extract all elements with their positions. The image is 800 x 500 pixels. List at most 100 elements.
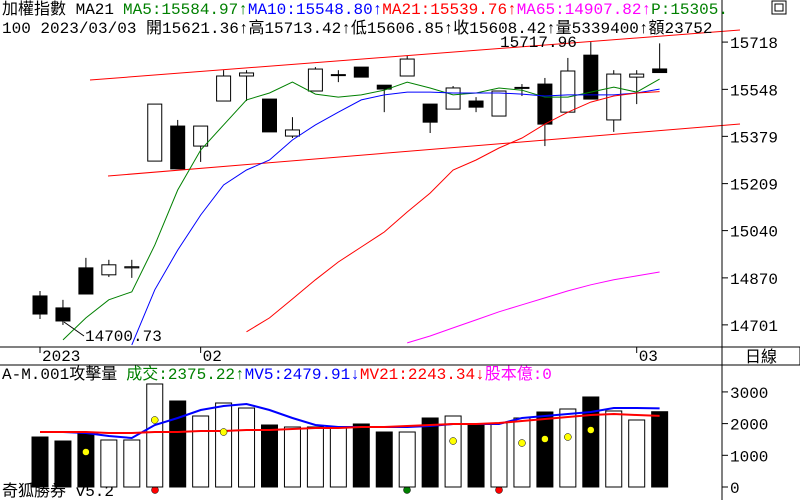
price-info: 100 2023/03/03 開15621.36↑高15713.42↑低1560… [2,19,713,38]
x-tick-label: 03 [639,348,658,366]
legend-entry: MA10:15548.80↑ [248,1,382,19]
y-tick-label: 2000 [730,417,768,435]
volume-bar [77,431,95,488]
header-extra: P:15305. [651,1,728,19]
candle-body [606,73,622,121]
ma-line [407,271,660,344]
volume-bar [444,415,462,488]
candle-body [307,68,323,92]
high-label: 15717.96 [500,34,577,52]
period-label[interactable]: 日線 [745,348,777,367]
candle-body [353,66,369,78]
volume-bar [215,402,233,488]
signal-dot [82,448,90,456]
volume-bar [238,407,256,488]
volume-bar [54,440,72,488]
y-tick-label: 3000 [730,385,768,403]
volume-bar [490,422,508,488]
header-title: 加權指數 MA21 [2,0,114,19]
window-button-icon [774,3,784,12]
candle-body [514,86,530,89]
volume-bar [146,383,164,488]
candle-body [78,267,94,295]
volume-bar [123,439,141,488]
x-tick-label: 02 [203,348,222,366]
ma-line [62,78,660,341]
volume-bar [329,426,347,488]
y-tick-label: 15548 [730,82,778,100]
x-tick-label: 2023 [42,348,80,366]
signal-dot [151,416,159,424]
y-tick-label: 15718 [730,35,778,53]
volume-value: 成交:2375.22↑ [126,365,244,384]
header-title: A-M.001攻擊量 [2,365,117,384]
candle-body [376,84,392,90]
legend-entry: MV5:2479.91↓ [245,366,360,384]
period-box[interactable] [721,346,800,366]
y-tick-label: 15379 [730,129,778,147]
volume-bar [398,431,416,488]
candle-body [32,295,48,315]
volume-header: A-M.001攻擊量 成交:2375.22↑MV5:2479.91↓MV21:22… [2,365,552,384]
signal-dot [541,435,549,443]
volume-bar [605,410,623,488]
legend-entry: MA5:15584.97↑ [123,1,248,19]
low-label: 14700.73 [85,328,162,346]
legend-entry: MV21:2243.34↓ [360,366,485,384]
channel-line [107,123,741,177]
volume-bar [628,419,646,488]
candle-body [537,83,553,125]
signal-dot [495,486,503,494]
ma-line [246,91,660,333]
candle-body [55,307,71,322]
candle-body [629,73,645,78]
candle-body [330,74,346,77]
volume-bar [651,411,669,488]
volume-bar [100,439,118,488]
candle-body [583,54,599,100]
candle-body [170,125,186,170]
channel-line [89,29,741,81]
signal-dot [587,426,595,434]
volume-bar [192,415,210,488]
volume-bar [261,424,278,488]
volume-bar [169,400,187,488]
volume-bar [306,426,324,488]
y-tick-label: 14870 [730,271,778,289]
y-tick-label: 0 [730,480,740,498]
candle-body [560,70,576,113]
volume-bar [375,431,393,488]
y-tick-label: 14701 [730,318,778,336]
candle-body [262,98,277,133]
y-tick-label: 15040 [730,224,778,242]
volume-bar [513,417,531,488]
signal-dot [403,486,411,494]
ma-line [40,412,660,434]
window-button[interactable] [771,0,787,15]
candle-body [284,129,300,137]
signal-dot [564,433,572,441]
signal-dot [449,437,457,445]
ma-line [131,88,660,346]
y-tick-label: 1000 [730,448,768,466]
candle-body [652,68,668,74]
candle-body [216,75,232,102]
candle-body [101,264,117,276]
candle-body [239,72,255,77]
volume-bar [536,411,554,488]
volume-bar [352,423,370,488]
volume-bar [31,436,49,488]
legend-entry: MA65:14907.82↑ [517,1,651,19]
y-tick-label: 15209 [730,177,778,195]
volume-bar [559,408,577,488]
candle-body [468,100,484,108]
header-extra: 股本億:0 [485,365,552,384]
signal-dot [151,486,159,494]
signal-dot [518,439,526,447]
volume-bar [283,426,301,488]
legend-entry: MA21:15539.76↑ [382,1,516,19]
candle-body [124,266,140,269]
volume-bar [582,396,600,488]
candle-body [422,103,438,123]
